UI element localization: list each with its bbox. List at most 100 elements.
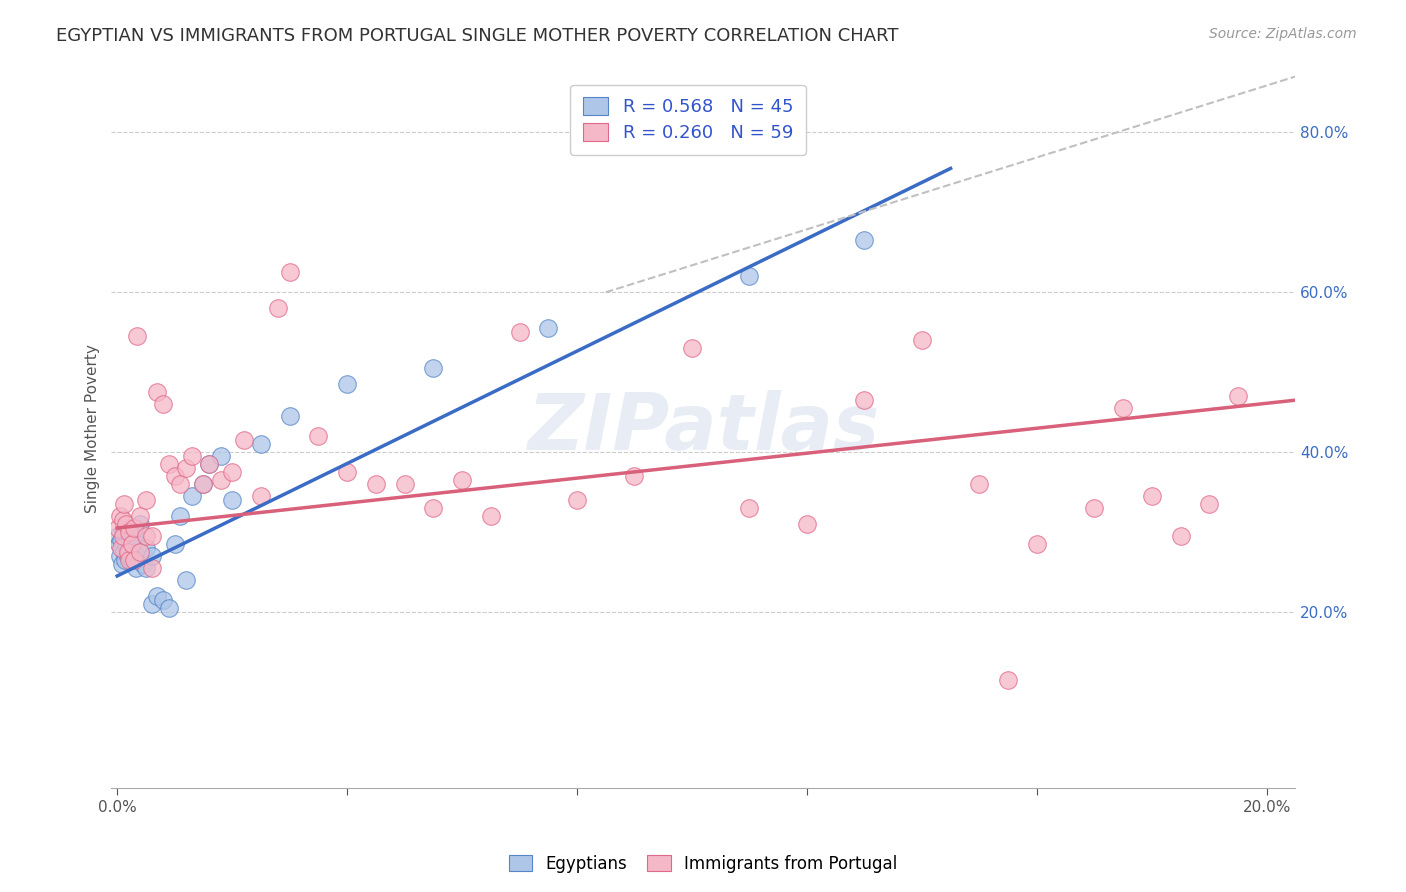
Point bbox=[180, 489, 202, 503]
Point bbox=[1112, 401, 1135, 416]
Point bbox=[129, 516, 152, 531]
Point bbox=[118, 553, 141, 567]
Point bbox=[107, 529, 129, 543]
Point bbox=[110, 533, 132, 547]
Point bbox=[112, 497, 135, 511]
Point bbox=[110, 541, 132, 555]
Point bbox=[969, 477, 991, 491]
Point bbox=[336, 465, 359, 479]
Point bbox=[174, 461, 197, 475]
Point bbox=[623, 469, 645, 483]
Point bbox=[108, 509, 131, 524]
Point bbox=[118, 533, 141, 547]
Point bbox=[132, 557, 155, 571]
Point bbox=[112, 545, 135, 559]
Point bbox=[115, 537, 138, 551]
Point bbox=[108, 549, 131, 563]
Point bbox=[141, 597, 163, 611]
Point bbox=[114, 553, 136, 567]
Point bbox=[157, 601, 180, 615]
Point bbox=[121, 553, 143, 567]
Point bbox=[209, 473, 232, 487]
Point bbox=[336, 377, 359, 392]
Point bbox=[508, 325, 530, 339]
Point bbox=[135, 529, 157, 543]
Point bbox=[198, 457, 221, 471]
Point bbox=[1140, 489, 1163, 503]
Point bbox=[108, 537, 131, 551]
Point bbox=[124, 521, 146, 535]
Point bbox=[124, 561, 146, 575]
Point bbox=[997, 673, 1019, 687]
Point bbox=[141, 549, 163, 563]
Point bbox=[250, 437, 273, 451]
Y-axis label: Single Mother Poverty: Single Mother Poverty bbox=[86, 343, 100, 513]
Point bbox=[152, 593, 174, 607]
Point bbox=[479, 509, 502, 524]
Point bbox=[163, 469, 186, 483]
Point bbox=[146, 589, 169, 603]
Text: EGYPTIAN VS IMMIGRANTS FROM PORTUGAL SINGLE MOTHER POVERTY CORRELATION CHART: EGYPTIAN VS IMMIGRANTS FROM PORTUGAL SIN… bbox=[56, 27, 898, 45]
Point bbox=[267, 301, 290, 316]
Point bbox=[118, 524, 141, 539]
Point bbox=[157, 457, 180, 471]
Point bbox=[307, 429, 329, 443]
Point bbox=[124, 545, 146, 559]
Point bbox=[141, 561, 163, 575]
Point bbox=[250, 489, 273, 503]
Point bbox=[209, 449, 232, 463]
Point bbox=[107, 521, 129, 535]
Legend: Egyptians, Immigrants from Portugal: Egyptians, Immigrants from Portugal bbox=[502, 848, 904, 880]
Point bbox=[221, 465, 243, 479]
Point bbox=[118, 545, 141, 559]
Point bbox=[232, 433, 254, 447]
Point bbox=[146, 385, 169, 400]
Point bbox=[118, 521, 141, 535]
Point bbox=[111, 529, 134, 543]
Point bbox=[111, 557, 134, 571]
Point bbox=[135, 561, 157, 575]
Point bbox=[127, 329, 149, 343]
Point bbox=[129, 545, 152, 559]
Point bbox=[853, 393, 876, 408]
Point bbox=[163, 537, 186, 551]
Point bbox=[152, 397, 174, 411]
Point bbox=[111, 524, 134, 539]
Point bbox=[565, 493, 588, 508]
Point bbox=[129, 545, 152, 559]
Point bbox=[169, 477, 191, 491]
Point bbox=[1226, 389, 1249, 403]
Point bbox=[193, 477, 215, 491]
Text: ZIPatlas: ZIPatlas bbox=[527, 390, 880, 467]
Point bbox=[169, 509, 191, 524]
Point bbox=[278, 265, 301, 279]
Point bbox=[681, 341, 703, 355]
Point bbox=[422, 501, 444, 516]
Point bbox=[114, 529, 136, 543]
Point bbox=[111, 513, 134, 527]
Point bbox=[1025, 537, 1047, 551]
Point bbox=[911, 333, 934, 347]
Point bbox=[121, 541, 143, 555]
Point bbox=[1198, 497, 1220, 511]
Point bbox=[422, 361, 444, 376]
Point bbox=[796, 516, 818, 531]
Point bbox=[117, 549, 139, 563]
Point bbox=[537, 321, 560, 335]
Point bbox=[853, 233, 876, 247]
Point bbox=[127, 537, 149, 551]
Point bbox=[135, 493, 157, 508]
Point bbox=[1170, 529, 1192, 543]
Point bbox=[124, 553, 146, 567]
Point bbox=[129, 509, 152, 524]
Point bbox=[174, 573, 197, 587]
Point bbox=[1083, 501, 1105, 516]
Point bbox=[124, 529, 146, 543]
Point bbox=[121, 537, 143, 551]
Point bbox=[114, 516, 136, 531]
Legend: R = 0.568   N = 45, R = 0.260   N = 59: R = 0.568 N = 45, R = 0.260 N = 59 bbox=[571, 85, 806, 155]
Point bbox=[180, 449, 202, 463]
Point bbox=[394, 477, 416, 491]
Point bbox=[278, 409, 301, 424]
Text: Source: ZipAtlas.com: Source: ZipAtlas.com bbox=[1209, 27, 1357, 41]
